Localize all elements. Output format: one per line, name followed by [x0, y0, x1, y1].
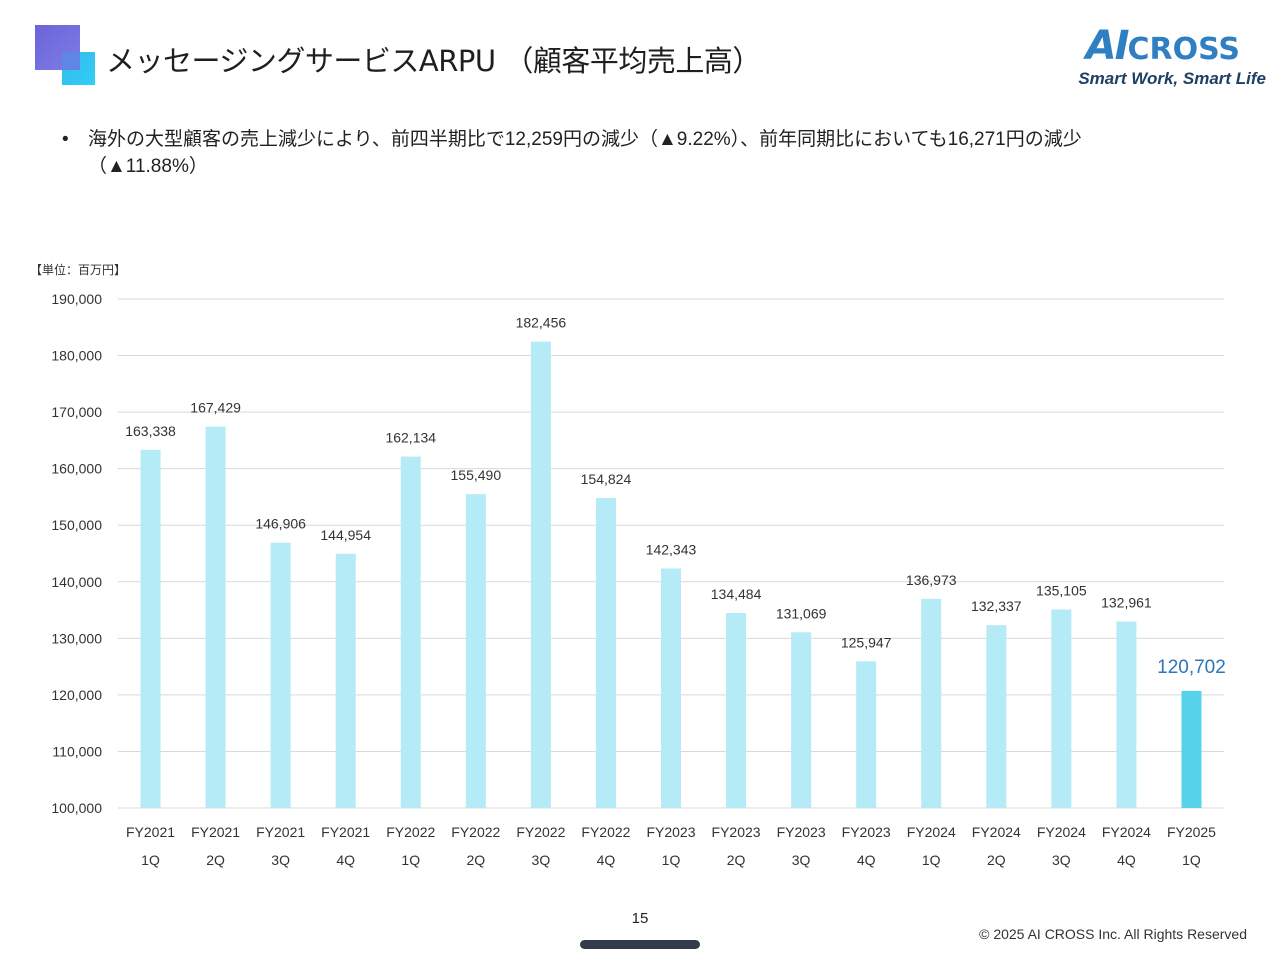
x-tick-label-year: FY2024 — [1037, 824, 1086, 840]
bar — [921, 598, 942, 808]
data-label: 182,456 — [516, 315, 567, 331]
y-tick-label: 190,000 — [51, 291, 102, 307]
y-tick-label: 140,000 — [51, 574, 102, 590]
x-tick-label-quarter: 4Q — [857, 852, 876, 868]
x-tick-label-year: FY2023 — [712, 824, 761, 840]
x-tick-label-year: FY2022 — [451, 824, 500, 840]
x-tick-label-quarter: 2Q — [987, 852, 1006, 868]
page-title: メッセージングサービスARPU （顧客平均売上高） — [106, 44, 761, 78]
logo-tagline: Smart Work, Smart Life — [1078, 69, 1266, 88]
arpu-bar-chart: 100,000 110,000 120,000 130,000 140,000 150,0… — [51, 291, 1226, 868]
x-tick-label-quarter: 2Q — [466, 852, 485, 868]
bar — [661, 568, 681, 808]
bullet-marker: • — [62, 129, 69, 150]
x-tick-label-year: FY2025 — [1167, 824, 1216, 840]
bar — [1181, 690, 1202, 808]
data-label: 136,973 — [906, 572, 957, 588]
data-label: 125,947 — [841, 634, 892, 650]
x-tick-label-year: FY2023 — [777, 824, 826, 840]
y-tick-label: 170,000 — [51, 404, 102, 420]
data-label: 131,069 — [776, 605, 827, 621]
y-tick-label: 180,000 — [51, 348, 102, 364]
x-tick-label-year: FY2022 — [386, 824, 435, 840]
x-tick-label-year: FY2024 — [907, 824, 956, 840]
x-tick-label-year: FY2021 — [256, 824, 305, 840]
bar — [140, 449, 161, 808]
bar — [1051, 609, 1072, 808]
y-tick-label: 120,000 — [51, 687, 102, 703]
bar — [335, 553, 356, 808]
data-label: 146,906 — [255, 516, 306, 532]
data-label: 155,490 — [451, 467, 502, 483]
bar — [595, 497, 616, 808]
bar — [530, 341, 551, 808]
x-tick-label-quarter: 1Q — [922, 852, 941, 868]
x-tick-label-year: FY2023 — [842, 824, 891, 840]
x-tick-label-quarter: 2Q — [206, 852, 225, 868]
page-indicator-bar — [580, 940, 700, 949]
y-tick-label: 130,000 — [51, 630, 102, 646]
x-tick-label-quarter: 3Q — [792, 852, 811, 868]
x-tick-label-quarter: 1Q — [141, 852, 160, 868]
data-label: 163,338 — [125, 423, 176, 439]
x-tick-label-quarter: 3Q — [1052, 852, 1071, 868]
data-label: 167,429 — [190, 400, 241, 416]
y-tick-label: 160,000 — [51, 461, 102, 477]
x-tick-label-year: FY2022 — [581, 824, 630, 840]
logo-cross: CROSS — [1127, 32, 1241, 67]
logo-ai: AI — [1085, 23, 1130, 69]
x-tick-label-year: FY2024 — [972, 824, 1021, 840]
data-label: 162,134 — [385, 430, 436, 446]
x-tick-label-quarter: 3Q — [271, 852, 290, 868]
x-tick-label-quarter: 4Q — [1117, 852, 1136, 868]
bar — [205, 426, 226, 808]
bar — [465, 494, 486, 808]
x-tick-label-quarter: 1Q — [662, 852, 681, 868]
chart-unit-label: 【単位：百万円】 — [30, 263, 127, 277]
x-tick-label-year: FY2021 — [126, 824, 175, 840]
x-tick-label-quarter: 2Q — [727, 852, 746, 868]
x-tick-label-year: FY2024 — [1102, 824, 1151, 840]
x-tick-label-quarter: 3Q — [532, 852, 551, 868]
y-tick-label: 150,000 — [51, 517, 102, 533]
bar — [986, 625, 1007, 808]
bar — [726, 612, 747, 808]
x-tick-label-year: FY2023 — [646, 824, 695, 840]
bar — [270, 542, 291, 808]
bar — [1116, 621, 1137, 808]
title-decoration-icon — [35, 25, 97, 87]
data-label: 135,105 — [1036, 582, 1087, 598]
x-tick-label-year: FY2022 — [516, 824, 565, 840]
data-label: 134,484 — [711, 586, 762, 602]
x-tick-label-quarter: 4Q — [336, 852, 355, 868]
y-tick-label: 110,000 — [52, 743, 102, 759]
bar — [400, 456, 421, 808]
bar — [856, 661, 877, 808]
y-tick-label: 100,000 — [51, 800, 102, 816]
data-label: 132,961 — [1101, 595, 1152, 611]
bullet-text: 海外の大型顧客の売上減少により、前四半期比で12,259円の減少（▲9.22%）… — [88, 129, 1082, 177]
ai-cross-logo: AICROSS Smart Work, Smart Life — [1056, 26, 1266, 92]
x-tick-label-year: FY2021 — [321, 824, 370, 840]
x-tick-label-quarter: 4Q — [597, 852, 616, 868]
data-label: 142,343 — [646, 542, 697, 558]
bar — [791, 632, 812, 808]
x-tick-label-year: FY2021 — [191, 824, 240, 840]
data-label: 120,702 — [1157, 657, 1226, 678]
data-label: 132,337 — [971, 598, 1022, 614]
data-label: 154,824 — [581, 471, 632, 487]
page-number: 15 — [631, 910, 649, 927]
x-tick-label-quarter: 1Q — [1182, 852, 1201, 868]
x-tick-label-quarter: 1Q — [401, 852, 420, 868]
data-label: 144,954 — [320, 527, 371, 543]
copyright-text: © 2025 AI CROSS Inc. All Rights Reserved — [979, 926, 1247, 942]
